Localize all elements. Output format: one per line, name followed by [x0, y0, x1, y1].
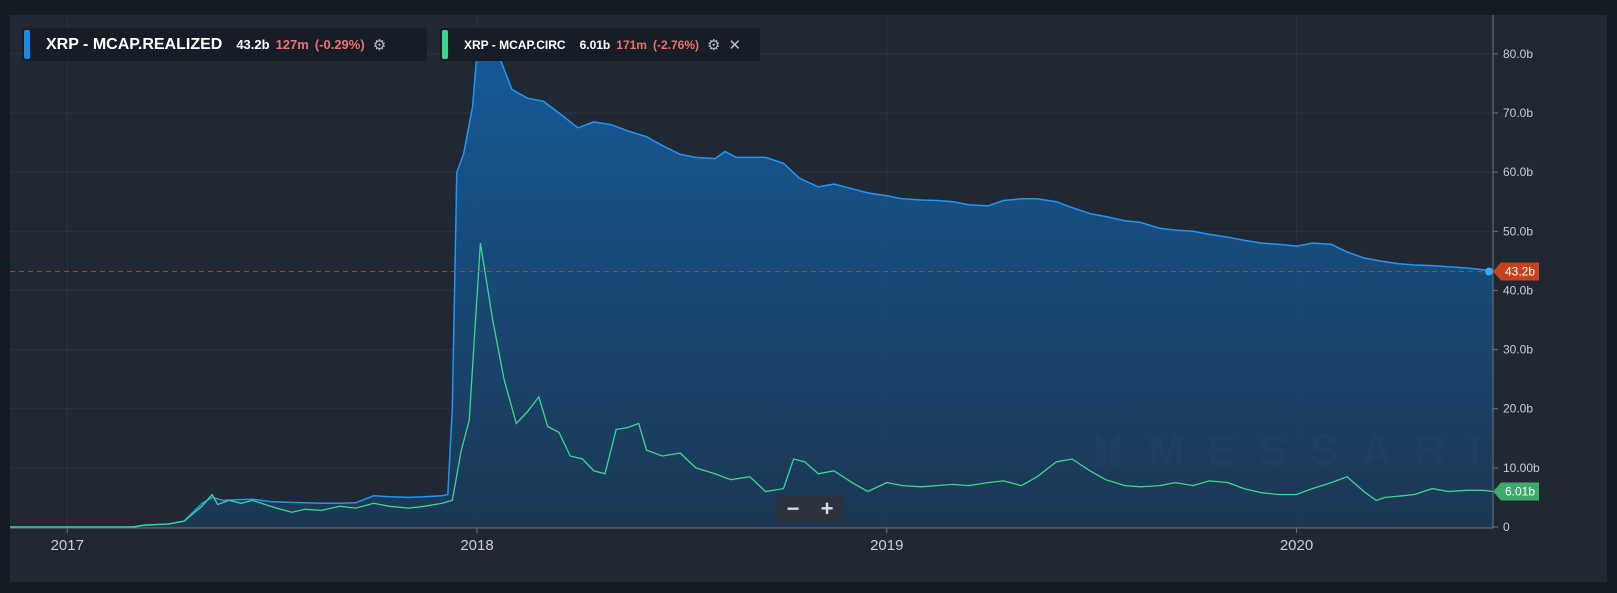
legend-swatch	[442, 30, 448, 59]
x-tick-label: 2019	[870, 537, 903, 554]
x-tick-label: 2020	[1280, 537, 1313, 554]
zoom-out-button[interactable]: −	[786, 496, 800, 521]
price-tag-label: 43.2b	[1505, 265, 1535, 279]
zoom-control: − +	[776, 496, 844, 522]
price-tag-label: 6.01b	[1505, 484, 1535, 498]
legend-value: 6.01b	[579, 37, 611, 52]
legend-series-name: XRP - MCAP.REALIZED	[46, 35, 223, 53]
gear-icon[interactable]: ⚙	[372, 36, 387, 54]
legend-value: 43.2b	[236, 37, 270, 52]
legend-realized[interactable]: XRP - MCAP.REALIZED 43.2b 127m (-0.29%) …	[22, 28, 427, 61]
x-tick-label: 2018	[460, 537, 493, 554]
y-tick-label: 0	[1503, 520, 1510, 534]
y-tick-label: 70.0b	[1503, 106, 1533, 120]
y-tick-label: 20.0b	[1503, 402, 1533, 416]
zoom-in-button[interactable]: +	[820, 496, 834, 521]
series-line-realized	[10, 28, 1494, 528]
series-line-circ	[10, 242, 1494, 528]
y-tick-label: 50.0b	[1503, 224, 1533, 238]
legend-change-pct: (-0.29%)	[314, 37, 365, 52]
legend-circ[interactable]: XRP - MCAP.CIRC 6.01b 171m (-2.76%) ⚙ ✕	[440, 28, 760, 61]
y-tick-label: 30.0b	[1503, 343, 1533, 357]
legend-series-name: XRP - MCAP.CIRC	[464, 37, 566, 52]
legend-change-pct: (-2.76%)	[652, 37, 699, 52]
price-tag-realized	[1493, 262, 1539, 281]
price-tag-circ	[1493, 482, 1539, 501]
y-tick-label: 60.0b	[1503, 165, 1533, 179]
legend-change: 171m	[616, 37, 647, 52]
close-icon[interactable]: ✕	[728, 36, 742, 54]
x-tick-label: 2017	[51, 537, 84, 554]
legend-swatch	[24, 30, 30, 59]
gear-icon[interactable]: ⚙	[706, 36, 721, 54]
last-point-marker	[1485, 267, 1493, 276]
y-tick-label: 10.00b	[1503, 461, 1540, 475]
y-tick-label: 40.0b	[1503, 283, 1533, 297]
legend-change: 127m	[275, 37, 309, 52]
series-area-realized	[10, 30, 1493, 527]
y-tick-label: 80.0b	[1503, 47, 1533, 61]
